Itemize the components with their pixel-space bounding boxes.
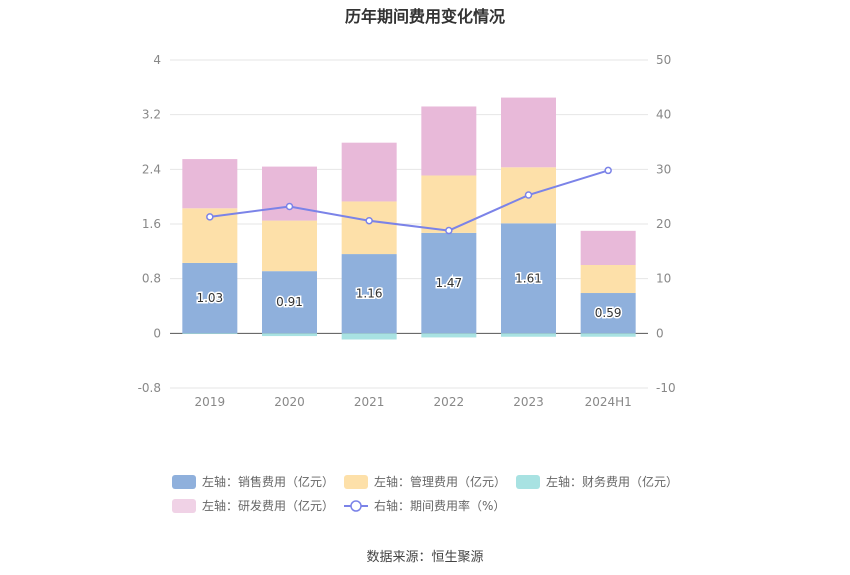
- legend-label-admin: 左轴：管理费用（亿元）: [374, 475, 507, 489]
- left-axis-tick-label: 4: [153, 53, 161, 67]
- bar-segment: [262, 220, 317, 272]
- line-point: [445, 226, 453, 235]
- bar-segment: [501, 333, 556, 337]
- line-point: [365, 216, 373, 225]
- bar-segment: [501, 97, 556, 168]
- bar-segment: [501, 223, 556, 334]
- legend-label-finance: 左轴：财务费用（亿元）: [546, 475, 679, 489]
- legend-swatch-sales: [172, 474, 196, 489]
- data-label: 1.61: [515, 271, 542, 285]
- legend-item-admin[interactable]: 左轴：管理费用（亿元）: [344, 473, 506, 490]
- left-axis-tick-label: 2.4: [142, 162, 161, 176]
- left-axis-tick-label: 1.6: [142, 217, 161, 231]
- right-axis-tick-label: 50: [656, 53, 671, 67]
- bar-segment: [421, 232, 477, 334]
- bar-segment: [580, 333, 636, 337]
- bar-segment: [341, 254, 397, 334]
- right-axis-tick-label: -10: [656, 381, 676, 395]
- right-axis-tick-label: 0: [656, 326, 664, 340]
- legend-item-finance[interactable]: 左轴：财务费用（亿元）: [516, 473, 678, 490]
- bar-segment: [182, 333, 238, 335]
- bar-segment: [182, 262, 238, 334]
- right-axis-tick-label: 40: [656, 108, 671, 122]
- line-point: [206, 213, 214, 221]
- bar-segment: [421, 333, 477, 338]
- legend-swatch-admin: [344, 474, 368, 489]
- bar-segment: [262, 166, 317, 221]
- line-point: [524, 191, 533, 199]
- chart-title: 历年期间费用变化情况: [344, 7, 505, 26]
- chart-canvas: 4 50 3.2 40 2.4 30 1.6 20 0.8 10 0 0 -0.8 -10 2019 1.03…: [138, 53, 676, 409]
- left-axis-tick-label: 0.8: [142, 272, 161, 286]
- data-label: 1.47: [435, 276, 462, 290]
- x-axis-tick-label: 2024H1: [585, 395, 632, 409]
- line-point: [285, 202, 294, 211]
- data-label: 1.16: [356, 287, 383, 301]
- legend-label-sales: 左轴：销售费用（亿元）: [202, 475, 335, 489]
- bar-segment: [580, 265, 636, 294]
- left-axis-tick-label: -0.8: [138, 381, 161, 395]
- x-axis-tick-label: 2022: [434, 395, 465, 409]
- x-axis-tick-label: 2019: [195, 395, 226, 409]
- x-axis-tick-label: 2020: [274, 395, 305, 409]
- legend-label-expense-ratio: 右轴：期间费用率（%）: [374, 499, 506, 513]
- legend-swatch-finance: [516, 474, 540, 489]
- bar-segment: [182, 159, 238, 209]
- legend-swatch-expense-ratio: [344, 499, 368, 512]
- right-axis-tick-label: 20: [656, 217, 671, 231]
- line-series-path: [209, 169, 609, 232]
- left-axis-tick-label: 0: [153, 326, 161, 340]
- bar-segment: [341, 201, 397, 255]
- bar-segment: [580, 293, 636, 334]
- right-axis-tick-label: 30: [656, 162, 671, 176]
- bar-segment: [262, 333, 317, 337]
- legend-item-rnd[interactable]: 左轴：研发费用（亿元）: [172, 497, 334, 514]
- bar-segment: [421, 175, 477, 233]
- bar-segment: [580, 230, 636, 265]
- legend-swatch-rnd: [172, 498, 196, 513]
- legend-item-expense-ratio[interactable]: 右轴：期间费用率（%）: [344, 497, 505, 514]
- legend-item-sales[interactable]: 左轴：销售费用（亿元）: [172, 473, 334, 490]
- left-axis-tick-label: 3.2: [142, 108, 161, 122]
- line-point: [604, 166, 612, 175]
- legend-label-rnd: 左轴：研发费用（亿元）: [202, 499, 335, 513]
- data-label: 0.59: [595, 306, 622, 320]
- data-label: 1.03: [196, 291, 223, 305]
- bar-segment: [341, 142, 397, 202]
- bar-segment: [341, 333, 397, 340]
- data-label: 0.91: [276, 295, 303, 309]
- data-source: 数据来源：恒生聚源: [366, 550, 484, 565]
- x-axis-tick-label: 2021: [354, 395, 385, 409]
- bar-segment: [421, 106, 477, 176]
- bar-segment: [262, 271, 317, 334]
- right-axis-tick-label: 10: [656, 272, 671, 286]
- x-axis-tick-label: 2023: [513, 395, 544, 409]
